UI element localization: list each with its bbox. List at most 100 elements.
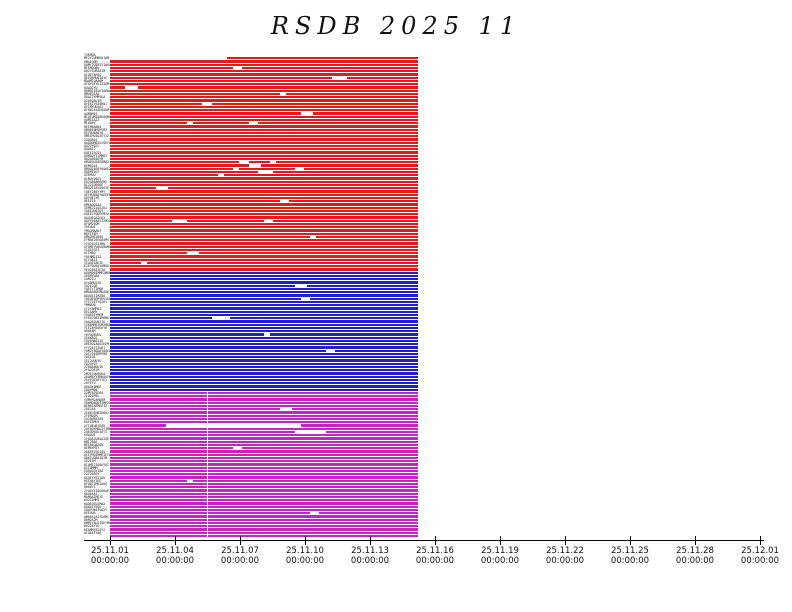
x-tick-label: 25.11.13 00:00:00 bbox=[338, 546, 402, 566]
row-label: QIQEYAMIQ bbox=[84, 72, 102, 77]
bar-row bbox=[110, 245, 419, 248]
x-axis-tick bbox=[305, 536, 306, 545]
bar-row bbox=[110, 164, 419, 167]
bar-row bbox=[110, 421, 419, 424]
bar-row bbox=[110, 200, 419, 203]
row-label: Y2AIEQ2I bbox=[84, 248, 100, 252]
row-label: 6AAEQIU2MA2 bbox=[84, 501, 106, 506]
row-label: YMQ2MAAUY bbox=[84, 228, 102, 233]
bar-row bbox=[110, 310, 419, 313]
row-label: 2QIIQE bbox=[84, 355, 96, 360]
bar-gap bbox=[310, 235, 317, 238]
row-label: Q6MQIE62EIA66A bbox=[84, 88, 110, 93]
bar-row bbox=[110, 313, 419, 316]
row-label: IA2AUEE26Q bbox=[84, 417, 104, 421]
bar-row bbox=[110, 359, 419, 362]
bar-row bbox=[110, 177, 419, 180]
bar-row bbox=[110, 492, 419, 495]
bar-row bbox=[110, 346, 419, 349]
x-tick-date: 25.11.22 bbox=[546, 546, 584, 556]
bar-row bbox=[110, 255, 419, 258]
row-label: MIEMQQ6U bbox=[84, 66, 100, 70]
bar-gap bbox=[211, 317, 231, 320]
row-label: 74EMQA bbox=[84, 53, 96, 57]
row-label: 2AM2IU bbox=[84, 277, 96, 282]
bar-row bbox=[110, 408, 419, 411]
bar-row bbox=[110, 291, 419, 294]
bar-row bbox=[110, 112, 419, 115]
row-label: YEYYQE26YYE2 bbox=[84, 378, 108, 382]
bar-row bbox=[110, 148, 419, 151]
bar-row bbox=[110, 450, 419, 453]
row-label: QQ2YEUEAAIM bbox=[84, 69, 106, 74]
row-label: UEEEI6 bbox=[84, 199, 96, 204]
row-label: YEU266Z2E26 bbox=[84, 267, 106, 272]
bar-row bbox=[110, 525, 419, 528]
row-label: EUQU2QYI6A bbox=[84, 469, 104, 473]
bar-row bbox=[110, 180, 419, 183]
bar-gap bbox=[279, 92, 286, 95]
row-label: 6MA6A6QEMEAU6 bbox=[84, 290, 109, 295]
row-label: QAA6I2 bbox=[84, 147, 96, 152]
bar-row bbox=[110, 281, 419, 284]
row-label: 6MMIYAUIIQEYMQ bbox=[84, 521, 110, 525]
bar-gap bbox=[248, 122, 258, 125]
row-label: QMEIMUIQ2EYI2 bbox=[84, 134, 109, 139]
bar-row bbox=[110, 382, 419, 385]
row-label: YMMUU6 bbox=[84, 303, 96, 308]
bar-row bbox=[110, 495, 419, 498]
x-tick-date: 25.11.13 bbox=[351, 546, 389, 556]
bar-row bbox=[110, 447, 419, 450]
bar-row bbox=[110, 79, 419, 82]
bar-row bbox=[110, 317, 419, 320]
bar-row bbox=[110, 437, 419, 440]
bar-gap bbox=[331, 76, 348, 79]
row-label: UQYY6EAA2I2M2A bbox=[84, 218, 110, 223]
bar-gap bbox=[310, 512, 320, 515]
bar-row bbox=[110, 89, 419, 92]
bar-gap bbox=[187, 252, 200, 255]
bar-row bbox=[110, 278, 419, 281]
x-tick-label: 25.11.01 00:00:00 bbox=[78, 546, 142, 566]
x-tick-time: 00:00:00 bbox=[350, 556, 390, 566]
bar-row bbox=[110, 216, 419, 219]
row-label: QEMU2AI bbox=[84, 163, 98, 168]
row-label: UQUUIIIM2U6 bbox=[84, 293, 106, 298]
row-label: QYIMYUU262 bbox=[84, 105, 104, 109]
row-label: YUEY266YYMY bbox=[84, 189, 106, 194]
bar-row bbox=[110, 460, 419, 463]
bar-row bbox=[110, 349, 419, 352]
row-label: ME2Y2UM6UUIAM bbox=[84, 56, 109, 61]
bar-row bbox=[110, 226, 419, 229]
x-tick-label: 25.11.19 00:00:00 bbox=[468, 546, 532, 566]
row-label: QI662AYAEQAUM bbox=[84, 108, 109, 113]
row-label: 6U2IIMMI bbox=[84, 498, 100, 503]
x-tick-date: 25.11.01 bbox=[91, 546, 129, 556]
bar-gap bbox=[217, 174, 224, 177]
row-label: UAQUEQAIEQ2 bbox=[84, 215, 106, 220]
bar-row bbox=[110, 365, 419, 368]
row-label: 2YAEYIIQUQ6AE bbox=[84, 488, 109, 493]
bar-row bbox=[110, 190, 419, 193]
row-label: YUAE62YMEM bbox=[84, 313, 104, 317]
row-label: AM6EA2AIYU6MI bbox=[84, 514, 109, 519]
row-label: 6MAIQQM bbox=[84, 59, 98, 64]
row-label: 6EEUUA bbox=[84, 511, 96, 516]
row-label: UEIAAMY bbox=[84, 309, 98, 314]
x-tick-time: 00:00:00 bbox=[155, 556, 195, 566]
row-label: 22Y26EQY bbox=[84, 472, 100, 477]
row-label: AQ6IUQA6IQYM bbox=[84, 456, 108, 460]
bar-gap bbox=[233, 447, 243, 450]
bar-gap bbox=[301, 112, 314, 115]
row-label: YQ2UYIE bbox=[84, 361, 98, 366]
x-tick-label: 25.11.07 00:00:00 bbox=[208, 546, 272, 566]
row-label: 6EM6YMIY bbox=[84, 446, 100, 451]
x-axis-tick bbox=[240, 536, 241, 545]
bar-row bbox=[110, 252, 419, 255]
row-label: UUYUE2YQ bbox=[84, 196, 100, 200]
bar-row bbox=[110, 440, 419, 443]
row-label: 6YU6I2MQ2A6Q bbox=[84, 482, 108, 486]
bars-region bbox=[110, 57, 760, 538]
bar-row bbox=[110, 141, 419, 144]
